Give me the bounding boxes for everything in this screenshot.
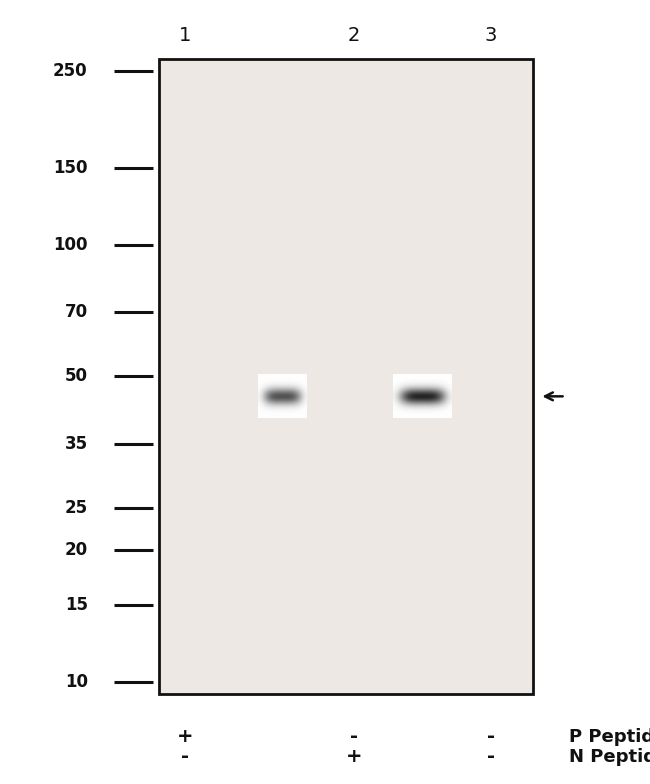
Text: -: - [487, 728, 495, 746]
Text: +: + [346, 747, 363, 766]
Text: 70: 70 [64, 303, 88, 321]
Text: 50: 50 [65, 368, 88, 385]
Text: 150: 150 [53, 158, 88, 176]
Text: 20: 20 [64, 542, 88, 560]
Text: -: - [181, 747, 189, 766]
Text: +: + [177, 728, 194, 746]
Text: N Peptide: N Peptide [569, 748, 650, 765]
Bar [159, 59, 533, 694]
Text: 35: 35 [64, 435, 88, 453]
Text: 2: 2 [348, 26, 361, 45]
Text: 10: 10 [65, 673, 88, 691]
Text: 1: 1 [179, 26, 192, 45]
Text: 25: 25 [64, 499, 88, 517]
Text: 100: 100 [53, 236, 88, 254]
Text: 3: 3 [484, 26, 497, 45]
Text: 15: 15 [65, 596, 88, 614]
Text: -: - [350, 728, 358, 746]
Text: -: - [487, 747, 495, 766]
Text: 250: 250 [53, 62, 88, 79]
Text: P Peptide: P Peptide [569, 728, 650, 746]
